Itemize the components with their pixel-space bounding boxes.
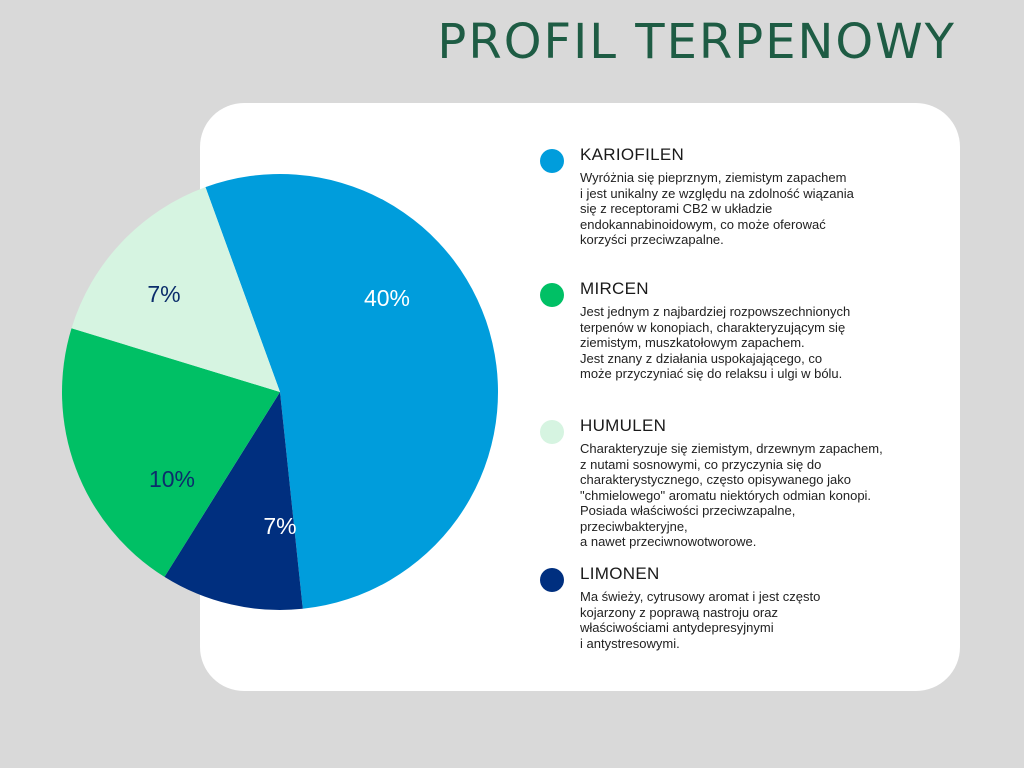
mircen-color-dot <box>540 283 564 307</box>
slice-label-humulen: 7% <box>147 281 180 307</box>
pie-slice-humulen <box>71 187 280 392</box>
legend-name: HUMULEN <box>580 416 667 435</box>
pie-slice-mircen <box>61 328 281 577</box>
legend-name: MIRCEN <box>580 279 649 298</box>
slice-label-kariofilen: 40% <box>364 285 410 311</box>
kariofilen-color-dot <box>540 149 564 173</box>
legend-description: Charakteryzuje się ziemistym, drzewnym z… <box>580 441 883 549</box>
slice-label-limonen: 7% <box>263 513 296 539</box>
legend-description: Ma świeży, cytrusowy aromat i jest częst… <box>580 589 821 651</box>
legend-description: Wyróżnia się pieprznym, ziemistym zapach… <box>580 170 854 247</box>
page-title: PROFIL TERPENOWY <box>437 14 956 70</box>
slice-label-mircen: 10% <box>149 466 195 492</box>
legend-name: KARIOFILEN <box>580 145 685 164</box>
pie-slice-kariofilen <box>205 173 498 609</box>
legend-name: LIMONEN <box>580 564 660 583</box>
humulen-color-dot <box>540 420 564 444</box>
limonen-color-dot <box>540 568 564 592</box>
pie-slice-limonen <box>164 392 303 610</box>
legend-description: Jest jednym z najbardziej rozpowszechnio… <box>580 304 851 381</box>
